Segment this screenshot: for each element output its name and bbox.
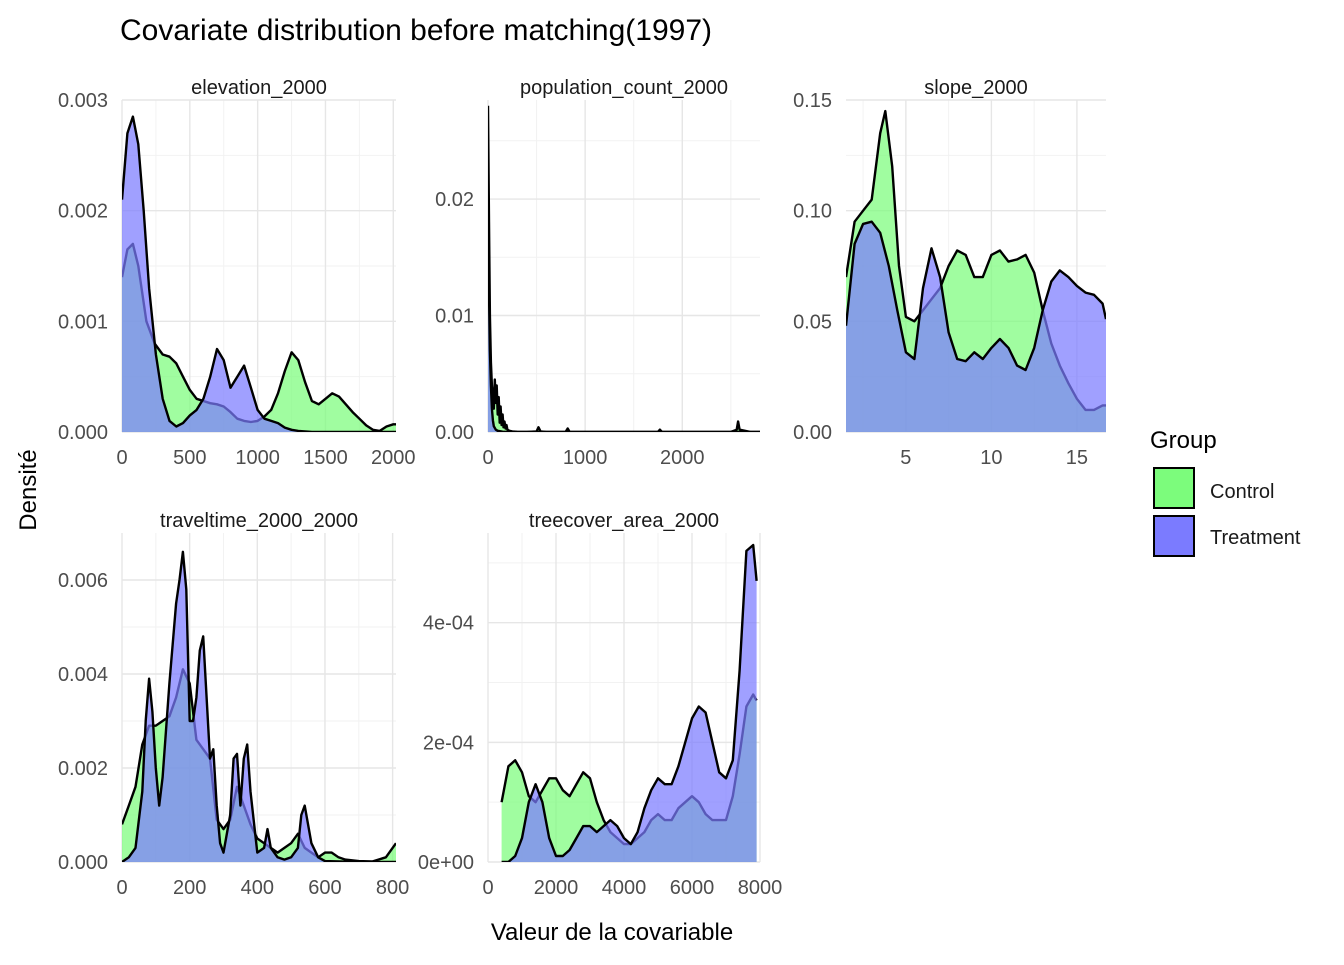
density-area-treatment bbox=[122, 551, 396, 862]
legend-swatch-control bbox=[1153, 467, 1195, 509]
x-axis-label: Valeur de la covariable bbox=[491, 919, 733, 946]
y-tick-label: 0.10 bbox=[793, 201, 832, 223]
y-tick-label: 0.000 bbox=[58, 422, 108, 444]
density-area-treatment bbox=[501, 545, 757, 862]
x-tick-label: 15 bbox=[1066, 447, 1088, 469]
y-tick-label: 0.00 bbox=[435, 422, 474, 444]
x-tick-label: 600 bbox=[308, 877, 341, 899]
y-tick-label: 0.000 bbox=[58, 852, 108, 874]
facet-title: elevation_2000 bbox=[191, 77, 327, 99]
panel-treecover-area-2000: treecover_area_2000 0 2000 4000 6000 8000 0e+0… bbox=[418, 510, 782, 899]
y-tick-label: 0.002 bbox=[58, 758, 108, 780]
y-tick-label: 0.006 bbox=[58, 570, 108, 592]
legend: Group Control Treatment bbox=[1150, 427, 1301, 557]
density-line-treatment bbox=[122, 550, 396, 862]
y-tick-label: 0.05 bbox=[793, 311, 832, 333]
y-tick-label: 0.004 bbox=[58, 664, 108, 686]
x-tick-label: 0 bbox=[482, 447, 493, 469]
y-tick-label: 4e-04 bbox=[423, 613, 474, 635]
x-tick-label: 2000 bbox=[371, 447, 416, 469]
legend-swatch-treatment bbox=[1153, 515, 1195, 557]
panel-traveltime-2000-2000: traveltime_2000_2000 0 200 400 600 800 0.000 0.… bbox=[58, 510, 409, 899]
facet-title: treecover_area_2000 bbox=[529, 510, 719, 532]
density-area-treatment bbox=[122, 116, 396, 432]
y-tick-label: 2e-04 bbox=[423, 732, 474, 754]
chart-title: Covariate distribution before matching(1… bbox=[120, 14, 712, 47]
panel-population-count-2000: population_count_2000 0 1000 2000 0.00 0.01 0.… bbox=[435, 77, 760, 469]
density-area-control bbox=[488, 105, 760, 432]
facet-title: slope_2000 bbox=[924, 77, 1027, 99]
y-tick-label: 0.15 bbox=[793, 90, 832, 112]
panel-elevation-2000: elevation_2000 0 500 1000 1500 2000 0.000 0.001… bbox=[58, 77, 416, 469]
y-tick-label: 0.00 bbox=[793, 422, 832, 444]
x-tick-label: 1000 bbox=[235, 447, 280, 469]
y-axis-label: Densité bbox=[15, 449, 42, 530]
density-area-treatment bbox=[846, 221, 1106, 432]
x-tick-label: 2000 bbox=[660, 447, 705, 469]
y-tick-label: 0e+00 bbox=[418, 852, 474, 874]
x-tick-label: 6000 bbox=[670, 877, 715, 899]
y-tick-label: 0.002 bbox=[58, 201, 108, 223]
x-tick-label: 0 bbox=[482, 877, 493, 899]
density-line-treatment bbox=[501, 543, 758, 862]
y-tick-label: 0.003 bbox=[58, 90, 108, 112]
x-tick-label: 10 bbox=[980, 447, 1002, 469]
legend-label-treatment: Treatment bbox=[1210, 527, 1301, 549]
facet-title: population_count_2000 bbox=[520, 77, 728, 99]
density-line-treatment bbox=[488, 198, 760, 432]
y-tick-label: 0.01 bbox=[435, 306, 474, 328]
density-line-control bbox=[488, 105, 760, 432]
panel-slope-2000: slope_2000 5 10 15 0.00 0.05 0.10 0.15 bbox=[793, 77, 1106, 469]
x-tick-label: 0 bbox=[116, 447, 127, 469]
x-tick-label: 400 bbox=[241, 877, 274, 899]
density-line-treatment bbox=[122, 115, 396, 432]
x-tick-label: 8000 bbox=[738, 877, 783, 899]
legend-title: Group bbox=[1150, 427, 1217, 454]
x-tick-label: 4000 bbox=[602, 877, 647, 899]
x-tick-label: 1500 bbox=[303, 447, 348, 469]
x-tick-label: 2000 bbox=[534, 877, 579, 899]
facet-title: traveltime_2000_2000 bbox=[160, 510, 358, 532]
x-tick-label: 200 bbox=[173, 877, 206, 899]
x-tick-label: 5 bbox=[900, 447, 911, 469]
legend-label-control: Control bbox=[1210, 481, 1274, 503]
x-tick-label: 500 bbox=[173, 447, 206, 469]
x-tick-label: 800 bbox=[376, 877, 409, 899]
density-line-treatment bbox=[846, 220, 1106, 372]
y-tick-label: 0.001 bbox=[58, 311, 108, 333]
x-tick-label: 1000 bbox=[563, 447, 608, 469]
y-tick-label: 0.02 bbox=[435, 189, 474, 211]
x-tick-label: 0 bbox=[116, 877, 127, 899]
